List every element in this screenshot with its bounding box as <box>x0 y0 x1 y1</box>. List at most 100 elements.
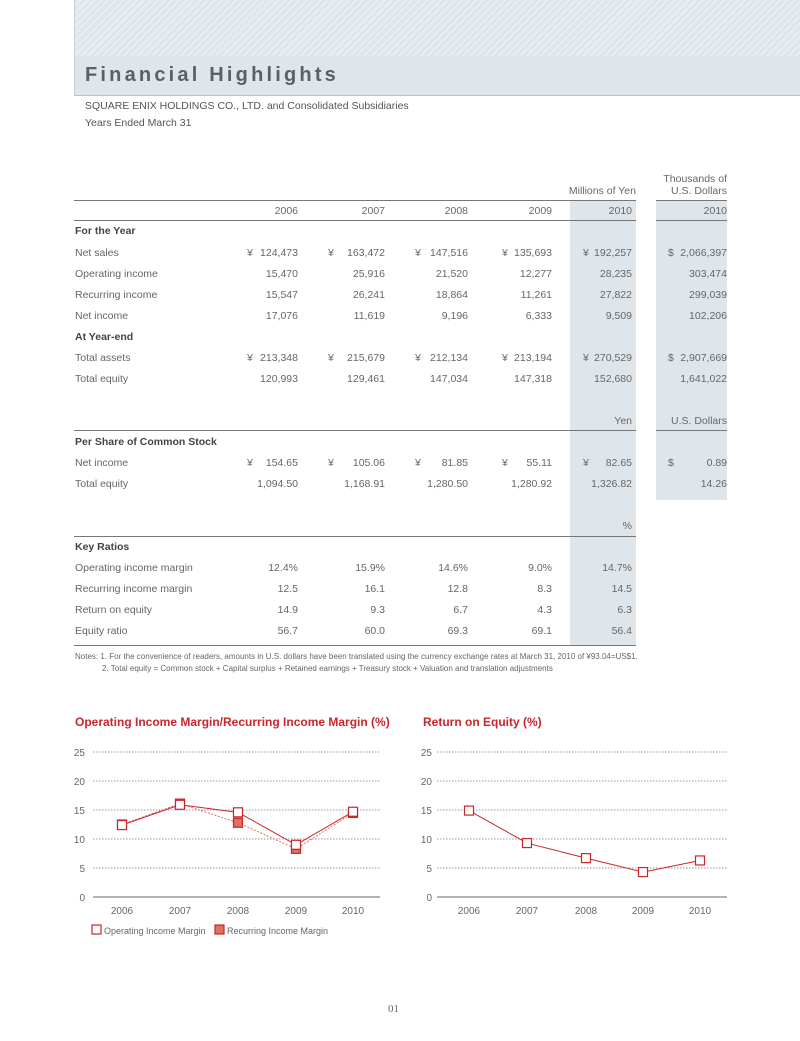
usd-2010-shade <box>656 200 727 500</box>
cell-value: 1,168.91 <box>344 478 385 490</box>
cell-value: 14.9 <box>277 604 298 616</box>
section-title: For the Year <box>75 225 136 237</box>
cell-value: 154.65 <box>265 457 298 469</box>
cell-value: 12.8 <box>447 583 468 595</box>
y-tick-label: 5 <box>79 864 85 875</box>
cell-value: 303,474 <box>689 268 727 280</box>
row-label: Operating income margin <box>75 562 193 574</box>
unit-yen: % <box>622 520 632 532</box>
currency-symbol: ¥ <box>502 247 508 259</box>
y-tick-label: 10 <box>74 835 86 846</box>
row-label: Total equity <box>75 478 129 490</box>
unit-millions-yen: Millions of Yen <box>568 185 636 197</box>
cell-value: 6.7 <box>453 604 468 616</box>
currency-symbol: ¥ <box>583 457 589 469</box>
cell-value: 9,509 <box>605 310 632 322</box>
currency-symbol: $ <box>668 352 674 364</box>
cell-value: 1,641,022 <box>680 373 727 385</box>
cell-value: 82.65 <box>605 457 632 469</box>
cell-value: 212,134 <box>430 352 468 364</box>
section-title: Key Ratios <box>75 541 130 553</box>
currency-symbol: ¥ <box>328 352 334 364</box>
currency-symbol: $ <box>668 247 674 259</box>
legend-hollow-square-icon <box>91 924 102 935</box>
unit-yen: Yen <box>614 415 632 427</box>
rule-line <box>656 430 727 431</box>
cell-value: 129,461 <box>347 373 385 385</box>
currency-symbol: $ <box>668 457 674 469</box>
rule-line <box>74 536 636 537</box>
cell-value: 213,194 <box>514 352 552 364</box>
cell-value: 60.0 <box>364 625 385 637</box>
cell-value: 55.11 <box>526 457 553 469</box>
cell-value: 9,196 <box>441 310 468 322</box>
legend-filled-square-icon <box>214 924 225 935</box>
row-label: Net income <box>75 310 129 322</box>
rule-line <box>74 200 636 201</box>
legend-label: Operating Income Margin <box>104 926 206 936</box>
cell-value: 15.9% <box>355 562 385 574</box>
row-label: Recurring income <box>75 289 158 301</box>
row-label: Return on equity <box>75 604 153 616</box>
currency-symbol: ¥ <box>415 247 421 259</box>
cell-value: 135,693 <box>514 247 552 259</box>
y-tick-label: 5 <box>426 864 432 875</box>
y-tick-label: 0 <box>79 893 85 904</box>
cell-value: 69.1 <box>531 625 552 637</box>
year-header: 2007 <box>361 205 385 217</box>
unit-usd-line1: Thousands of <box>663 173 727 185</box>
cell-value: 1,094.50 <box>257 478 298 490</box>
cell-value: 56.7 <box>277 625 298 637</box>
chart-title-margins: Operating Income Margin/Recurring Income… <box>75 715 390 729</box>
cell-value: 213,348 <box>260 352 298 364</box>
currency-symbol: ¥ <box>247 457 253 469</box>
cell-value: 6.3 <box>617 604 632 616</box>
cell-value: 9.3 <box>370 604 385 616</box>
page-title: Financial Highlights <box>85 64 340 86</box>
cell-value: 2,907,669 <box>680 352 727 364</box>
rule-line <box>74 430 636 431</box>
section-title: Per Share of Common Stock <box>75 436 217 448</box>
cell-value: 14.7% <box>602 562 632 574</box>
cell-value: 147,034 <box>430 373 468 385</box>
x-tick-label: 2007 <box>516 906 539 917</box>
cell-value: 152,680 <box>594 373 632 385</box>
period: Years Ended March 31 <box>85 117 192 129</box>
row-label: Total assets <box>75 352 131 364</box>
currency-symbol: ¥ <box>415 457 421 469</box>
cell-value: 270,529 <box>594 352 632 364</box>
cell-value: 2,066,397 <box>680 247 727 259</box>
cell-value: 6,333 <box>525 310 552 322</box>
cell-value: 27,822 <box>599 289 632 301</box>
x-tick-label: 2009 <box>285 906 308 917</box>
row-label: Equity ratio <box>75 625 128 637</box>
y-tick-label: 10 <box>421 835 433 846</box>
cell-value: 69.3 <box>447 625 468 637</box>
cell-value: 17,076 <box>265 310 298 322</box>
header-hatch <box>75 0 800 56</box>
rule-line <box>656 200 727 201</box>
cell-value: 120,993 <box>260 373 298 385</box>
row-label: Net income <box>75 457 129 469</box>
cell-value: 14.6% <box>438 562 468 574</box>
currency-symbol: ¥ <box>415 352 421 364</box>
row-label: Net sales <box>75 247 119 259</box>
chart-title-roe: Return on Equity (%) <box>423 715 542 729</box>
legend-label: Recurring Income Margin <box>227 926 328 936</box>
data-point-marker <box>463 805 475 816</box>
data-point-marker <box>174 799 186 810</box>
currency-symbol: ¥ <box>502 352 508 364</box>
cell-value: 11,261 <box>520 289 552 301</box>
row-label: Total equity <box>75 373 129 385</box>
currency-symbol: ¥ <box>247 247 253 259</box>
year-header: 2009 <box>528 205 552 217</box>
x-tick-label: 2009 <box>632 906 655 917</box>
rule-line <box>656 220 727 221</box>
x-tick-label: 2008 <box>575 906 598 917</box>
year-header: 2010 <box>703 205 727 217</box>
cell-value: 215,679 <box>347 352 385 364</box>
cell-value: 15,547 <box>265 289 298 301</box>
x-tick-label: 2007 <box>169 906 192 917</box>
x-tick-label: 2006 <box>458 906 481 917</box>
currency-symbol: ¥ <box>583 352 589 364</box>
